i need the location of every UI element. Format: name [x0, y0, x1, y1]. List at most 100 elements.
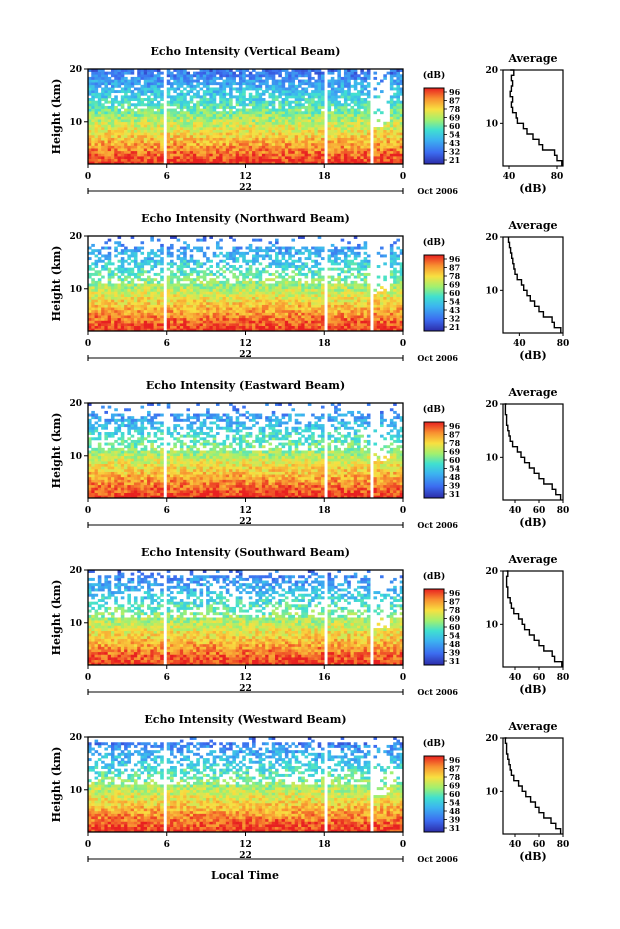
heatmap-cell: [330, 95, 335, 99]
heatmap-cell: [127, 272, 131, 276]
heatmap-cell: [179, 153, 184, 157]
heatmap-cell: [284, 288, 289, 292]
heatmap-cell: [314, 312, 318, 316]
heatmap-cell: [235, 116, 240, 120]
heatmap-cell: [294, 95, 299, 99]
heatmap-cell: [91, 243, 95, 247]
heatmap-cell: [127, 140, 131, 144]
heatmap-cell: [206, 280, 210, 284]
heatmap-cell: [389, 134, 394, 138]
heatmap-cell: [271, 328, 276, 332]
heatmap-cell: [153, 278, 158, 282]
heatmap-cell: [179, 158, 184, 162]
heatmap-cell: [242, 312, 246, 316]
heatmap-cell: [110, 69, 115, 72]
heatmap-cell: [225, 267, 230, 271]
heatmap-cell: [219, 251, 223, 255]
heatmap-cell: [235, 278, 240, 282]
heatmap-cell: [215, 137, 220, 141]
heatmap-cell: [238, 90, 243, 94]
heatmap-cell: [160, 246, 164, 250]
heatmap-cell: [258, 105, 263, 109]
heatmap-cell: [117, 323, 122, 327]
heatmap-cell: [193, 156, 197, 160]
heatmap-cell: [110, 291, 115, 295]
heatmap-cell: [393, 119, 397, 123]
heatmap-cell: [215, 288, 220, 292]
heatmap-cell: [124, 87, 128, 91]
heatmap-cell: [291, 82, 296, 86]
heatmap-cell: [209, 76, 213, 80]
heatmap-cell: [232, 254, 236, 258]
heatmap-cell: [261, 270, 266, 274]
heatmap-cell: [334, 134, 338, 138]
heatmap-cell: [363, 113, 368, 117]
heatmap-cell: [291, 312, 296, 316]
heatmap-cell: [252, 315, 256, 319]
heatmap-cell: [143, 137, 148, 141]
heatmap-cell: [271, 262, 276, 266]
heatmap-cell: [209, 100, 213, 104]
heatmap-cell: [363, 105, 368, 109]
heatmap-cell: [170, 87, 174, 91]
heatmap-cell: [160, 317, 164, 321]
heatmap-cell: [153, 307, 158, 311]
heatmap-cell: [229, 156, 233, 160]
heatmap-cell: [307, 251, 312, 255]
heatmap-cell: [186, 148, 191, 152]
heatmap-cell: [219, 153, 223, 157]
heatmap-cell: [114, 249, 118, 253]
heatmap-cell: [343, 113, 348, 117]
heatmap-cell: [298, 317, 302, 321]
heatmap-cell: [252, 116, 256, 120]
heatmap-cell: [393, 161, 397, 165]
heatmap-cell: [357, 132, 361, 136]
heatmap-cell: [304, 69, 309, 72]
heatmap-cell: [261, 100, 266, 104]
heatmap-cell: [94, 304, 99, 308]
heatmap-cell: [117, 71, 122, 75]
heatmap-cell: [229, 116, 233, 120]
heatmap-cell: [130, 79, 135, 83]
heatmap-cell: [238, 325, 243, 329]
heatmap-cell: [258, 317, 263, 321]
heatmap-cell: [261, 309, 266, 313]
heatmap-cell: [317, 69, 322, 72]
heatmap-cell: [317, 275, 322, 279]
heatmap-cell: [183, 79, 187, 83]
heatmap-cell: [360, 76, 364, 80]
heatmap-cell: [143, 301, 148, 305]
heatmap-cell: [215, 105, 220, 109]
heatmap-cell: [330, 153, 335, 157]
heatmap-cell: [97, 312, 102, 316]
heatmap-cell: [101, 108, 105, 112]
heatmap-cell: [150, 251, 154, 255]
heatmap-cell: [153, 294, 158, 297]
heatmap-cell: [258, 116, 263, 120]
heatmap-cell: [327, 325, 332, 329]
heatmap-cell: [215, 286, 220, 290]
heatmap-cell: [317, 236, 322, 239]
heatmap-cell: [91, 278, 95, 282]
heatmap-cell: [389, 142, 394, 146]
heatmap-cell: [320, 119, 325, 123]
heatmap-cell: [215, 307, 220, 311]
heatmap-cell: [225, 116, 230, 120]
heatmap-cell: [193, 140, 197, 144]
x-tick-label: 18: [318, 172, 331, 182]
heatmap-cell: [143, 320, 148, 324]
heatmap-cell: [284, 145, 289, 149]
heatmap-cell: [97, 153, 102, 157]
heatmap-cell: [350, 153, 355, 157]
heatmap-cell: [209, 111, 213, 115]
heatmap-cell: [101, 286, 105, 290]
heatmap-cell: [278, 105, 282, 109]
heatmap-cell: [320, 294, 325, 297]
heatmap-cell: [91, 156, 95, 160]
heatmap-cell: [389, 105, 394, 109]
heatmap-cell: [153, 105, 158, 109]
heatmap-cell: [327, 328, 332, 332]
heatmap-cell: [235, 74, 240, 78]
heatmap-cell: [219, 71, 223, 75]
heatmap-cell: [330, 317, 335, 321]
